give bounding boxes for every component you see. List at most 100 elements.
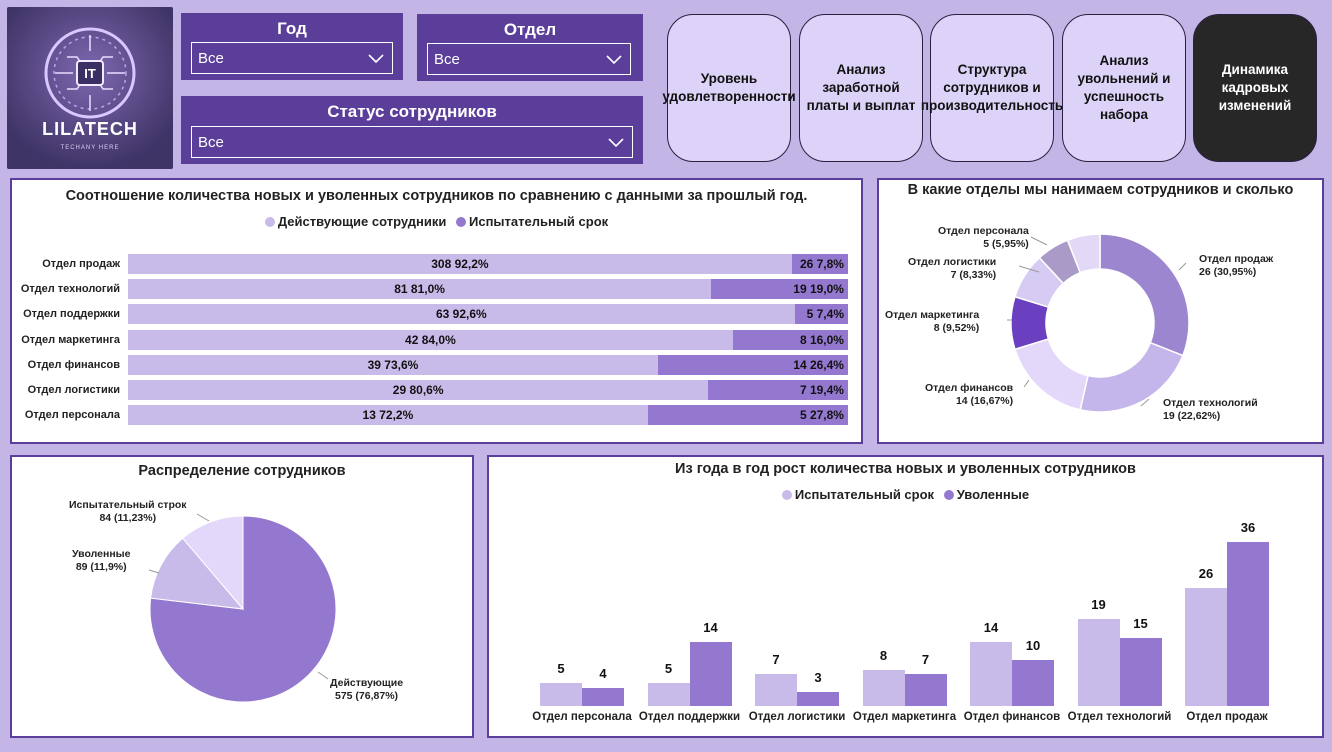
leader-line — [1030, 236, 1048, 246]
ratio-category-label: Отдел продаж — [42, 258, 120, 270]
nav-dismissals-button[interactable]: Анализ увольнений и успешность набора — [1062, 14, 1186, 162]
bar-value-label: 5 — [664, 661, 673, 677]
ratio-row: Отдел технологий 81 81,0% 19 19,0% — [12, 279, 862, 300]
bar-probation — [647, 683, 690, 706]
pie-slice — [181, 515, 244, 611]
bar-dismissed — [904, 674, 947, 706]
bar-segment-active: 42 84,0% — [128, 329, 733, 350]
legend-probation-dot — [781, 490, 792, 500]
leader-line — [1140, 398, 1150, 407]
bar-segment-active: 63 92,6% — [128, 304, 795, 325]
status-filter: Статус сотрудников Все — [181, 96, 643, 164]
pie-label-dismissed: Уволенные 89 (11,9%) — [72, 548, 131, 573]
legend-dismissed-dot — [943, 490, 954, 500]
bar-segment-probation: 8 16,0% — [732, 329, 848, 350]
ratio-chart-legend: Действующие сотрудники Испытательный сро… — [12, 214, 861, 229]
bar-data-label: 29 80,6% — [392, 383, 444, 397]
status-filter-label: Статус сотрудников — [327, 102, 497, 121]
nav-satisfaction-button[interactable]: Уровень удовлетворенности — [662, 14, 796, 162]
legend-probation-dot — [456, 217, 466, 227]
ratio-category-label: Отдел логистики — [27, 384, 120, 396]
department-filter-label: Отдел — [503, 20, 557, 39]
pie-label-active: Действующие 575 (76,87%) — [330, 677, 404, 702]
ratio-category-label: Отдел маркетинга — [21, 333, 120, 346]
ratio-row: Отдел персонала 13 72,2% 5 27,8% — [12, 405, 862, 426]
leader-line — [196, 513, 210, 522]
circuit-logo-icon: IT LILATECH TECHANY HERE — [7, 7, 173, 169]
bar-probation — [755, 674, 797, 706]
bar-segment-probation: 19 19,0% — [711, 279, 848, 300]
leader-line — [1018, 265, 1040, 273]
status-select-value: Все — [198, 134, 224, 151]
pie-slice — [150, 537, 245, 610]
category-label: Отдел персонала — [532, 711, 632, 723]
bar-value-label: 14 — [703, 620, 718, 636]
bar-data-label: 19 19,0% — [793, 282, 844, 297]
growth-chart-legend: Испытательный срок Уволенные — [489, 487, 1322, 502]
category-label: Отдел продаж — [1186, 711, 1268, 723]
growth-bars: 5 4 Отдел персонала 5 14 Отдел поддержки 7 3 Отд… — [489, 457, 1322, 736]
distribution-pie-panel: Распределение сотрудников Испытательный … — [10, 455, 474, 738]
nav-structure-button[interactable]: Структура сотрудников и производительнос… — [921, 14, 1063, 162]
ratio-category-label: Отдел поддержки — [23, 308, 120, 321]
nav-salary-button[interactable]: Анализ заработной платы и выплат — [799, 14, 923, 162]
year-select-value: Все — [198, 50, 224, 67]
distribution-pie-chart — [148, 513, 337, 703]
donut-label-marketing: Отдел маркетинга 8 (9,52%) — [885, 309, 980, 334]
bar-segment-probation: 5 27,8% — [647, 405, 848, 426]
bar-segment-probation: 7 19,4% — [708, 380, 848, 400]
leader-line — [148, 569, 160, 574]
category-label: Отдел маркетинга — [852, 711, 957, 723]
status-select[interactable]: Все — [191, 126, 633, 158]
ratio-category-label: Отдел технологий — [20, 283, 120, 296]
donut-label-finance: Отдел финансов 14 (16,67%) — [925, 382, 1014, 407]
bar-value-label: 8 — [879, 647, 888, 663]
bar-segment-probation: 14 26,4% — [657, 354, 848, 375]
growth-chart-title: Из года в год рост количества новых и ув… — [675, 461, 1136, 477]
bar-data-label: 39 73,6% — [367, 357, 419, 372]
ratio-row: Отдел поддержки 63 92,6% 5 7,4% — [12, 304, 862, 325]
bar-dismissed — [1227, 542, 1269, 706]
bar-value-label: 3 — [814, 670, 822, 686]
donut-label-sales: Отдел продаж 26 (30,95%) — [1199, 253, 1274, 278]
bar-dismissed — [1119, 637, 1162, 706]
bar-probation — [1077, 619, 1120, 706]
nav-dynamics-button[interactable]: Динамика кадровых изменений — [1193, 14, 1317, 162]
bar-value-label: 5 — [557, 661, 565, 677]
leader-line — [317, 671, 329, 680]
bar-segment-active: 81 81,0% — [128, 279, 712, 300]
bar-segment-active: 29 80,6% — [128, 380, 709, 400]
category-label: Отдел поддержки — [638, 711, 741, 723]
bar-data-label: 308 92,2% — [431, 257, 489, 271]
ratio-row: Отдел логистики 29 80,6% 7 19,4% — [12, 380, 862, 400]
growth-chart-panel: Из года в год рост количества новых и ув… — [487, 455, 1324, 738]
donut-slice — [1014, 337, 1089, 411]
ratio-category-label: Отдел персонала — [24, 409, 120, 422]
bar-probation — [970, 642, 1012, 706]
bar-value-label: 10 — [1025, 638, 1041, 654]
bar-probation — [540, 683, 582, 706]
department-select[interactable]: Все — [427, 43, 631, 75]
bar-probation — [1185, 587, 1227, 706]
department-select-value: Все — [434, 51, 460, 68]
legend-active-dot — [264, 217, 275, 227]
logo-brand-text: LILATECH — [42, 119, 138, 139]
year-select[interactable]: Все — [191, 42, 393, 74]
category-label: Отдел финансов — [963, 711, 1061, 723]
bar-segment-probation: 5 7,4% — [794, 304, 848, 325]
distribution-pie-title: Распределение сотрудников — [138, 463, 346, 479]
bar-segment-active: 13 72,2% — [128, 405, 648, 426]
ratio-row: Отдел маркетинга 42 84,0% 8 16,0% — [12, 329, 862, 350]
bar-data-label: 26 7,8% — [799, 257, 844, 271]
bar-probation — [862, 669, 905, 706]
year-filter-label: Год — [277, 19, 307, 38]
leader-line — [1023, 379, 1030, 388]
bar-data-label: 5 7,4% — [806, 307, 844, 322]
bar-value-label: 7 — [772, 652, 780, 668]
category-label: Отдел технологий — [1067, 711, 1172, 723]
company-logo: IT LILATECH TECHANY HERE — [7, 7, 173, 169]
legend-dismissed-label: Уволенные — [956, 487, 1030, 502]
bar-data-label: 42 84,0% — [405, 332, 456, 347]
bar-value-label: 36 — [1240, 520, 1256, 535]
department-filter: Отдел Все — [417, 14, 643, 81]
